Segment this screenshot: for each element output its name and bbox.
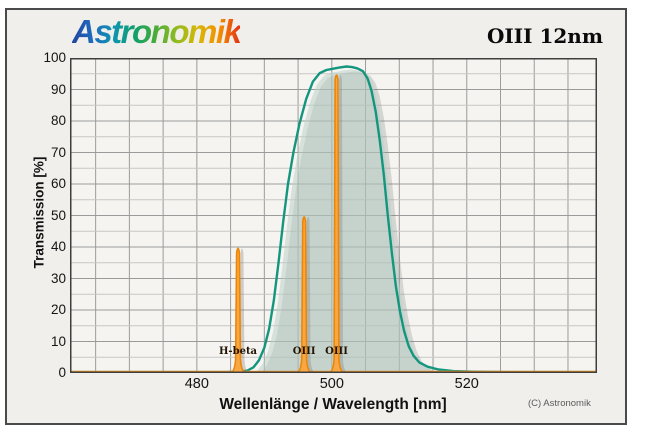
x-tick-label: 500 bbox=[319, 376, 344, 392]
y-tick-label: 30 bbox=[50, 270, 66, 286]
astronomik-logo: Astronomik bbox=[72, 13, 242, 50]
x-axis-title: Wellenlänge / Wavelength [nm] bbox=[219, 396, 447, 413]
y-tick-label: 40 bbox=[50, 239, 66, 254]
y-tick-label: 60 bbox=[50, 176, 66, 191]
x-tick-label: 480 bbox=[184, 376, 209, 392]
copyright-note: (C) Astronomik bbox=[528, 398, 591, 409]
y-tick-label: 20 bbox=[50, 302, 66, 317]
y-tick-label: 100 bbox=[43, 50, 66, 65]
y-tick-label: 90 bbox=[50, 81, 66, 97]
emission-line-label: OIII bbox=[293, 346, 316, 357]
emission-line-h-beta bbox=[230, 247, 249, 373]
transmission-curve bbox=[70, 65, 597, 373]
y-tick-label: 0 bbox=[58, 365, 66, 380]
filter-title: OIII 12nm bbox=[487, 24, 603, 48]
emission-line-label: OIII bbox=[325, 346, 348, 357]
emission-line-label: H-beta bbox=[219, 346, 258, 357]
plot-border bbox=[70, 58, 597, 373]
y-tick-label: 10 bbox=[50, 333, 66, 349]
emission-lines bbox=[230, 74, 348, 373]
transmission-plot: H-beta OIII OIII bbox=[70, 58, 597, 373]
emission-line-oiii bbox=[328, 74, 348, 373]
emission-line-oiii bbox=[296, 216, 315, 373]
y-tick-label: 70 bbox=[50, 144, 66, 160]
x-tick-label: 520 bbox=[454, 376, 479, 392]
y-tick-label: 80 bbox=[50, 113, 66, 128]
y-tick-label: 50 bbox=[50, 207, 66, 223]
